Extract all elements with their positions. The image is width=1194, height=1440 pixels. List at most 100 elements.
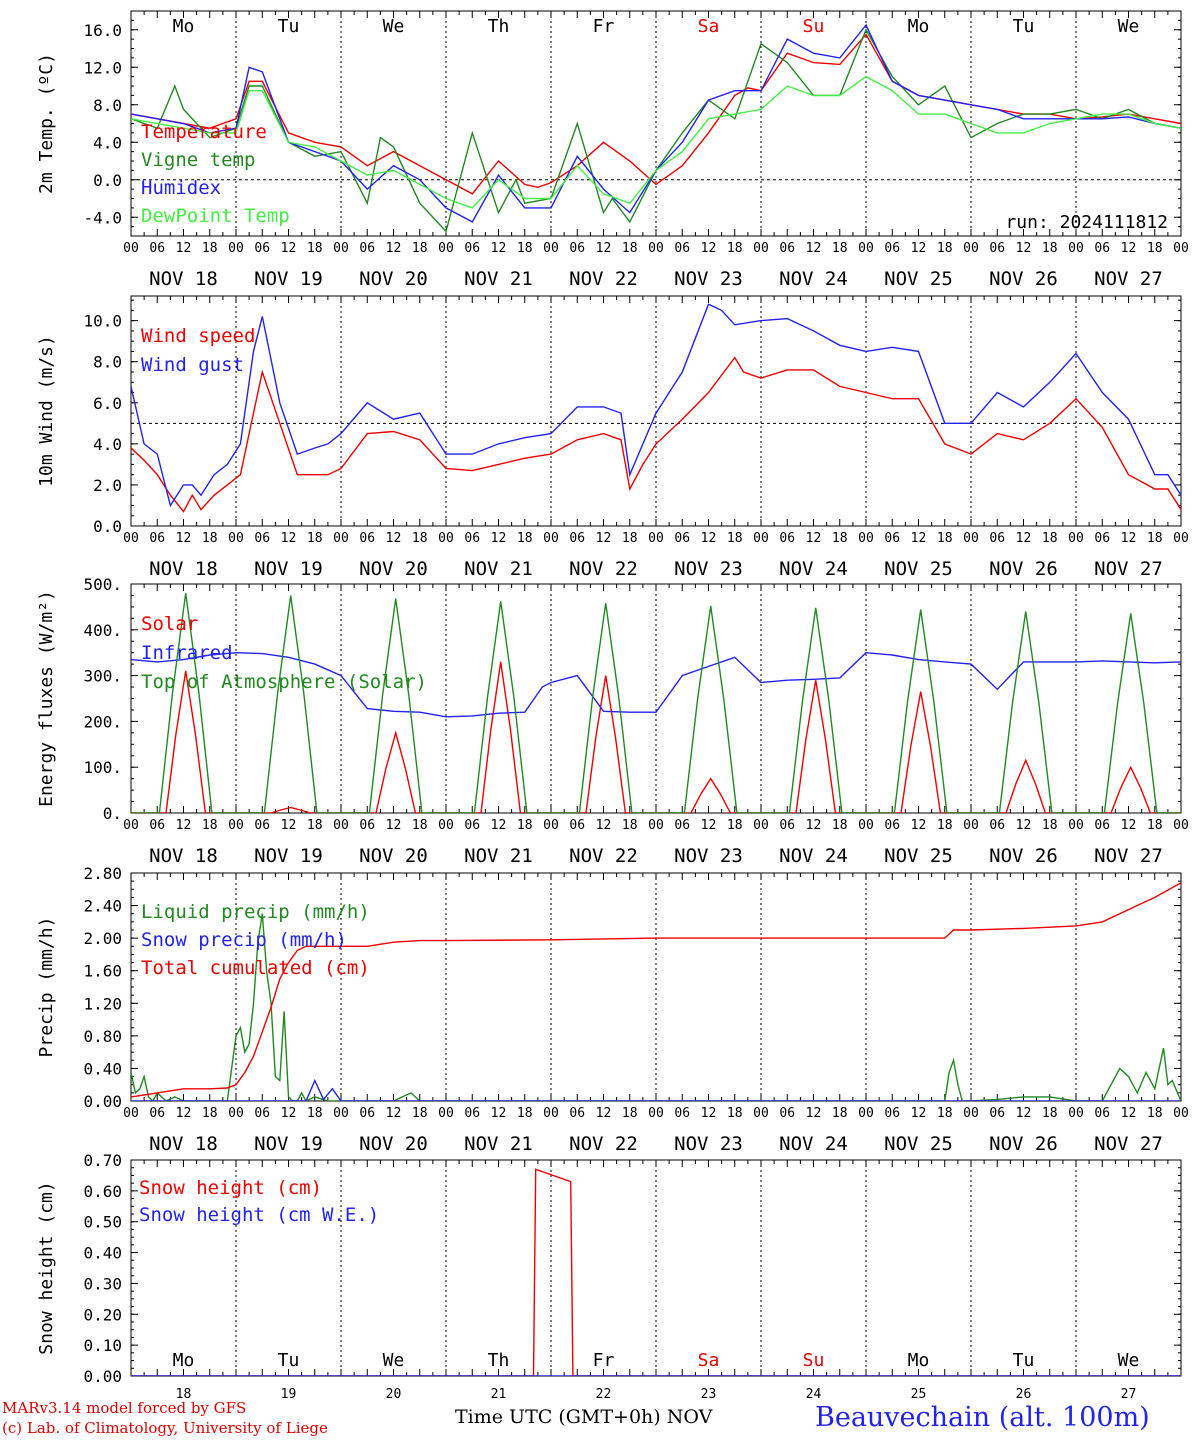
weekday-label: Mo bbox=[908, 16, 930, 37]
hour-tick-label: 18 bbox=[307, 241, 323, 256]
date-label: NOV 18 bbox=[149, 845, 218, 867]
hour-tick-label: 18 bbox=[937, 818, 953, 833]
hour-tick-label: 00 bbox=[543, 1106, 559, 1121]
hour-tick-label: 00 bbox=[648, 1106, 664, 1121]
hour-tick-label: 06 bbox=[359, 818, 375, 833]
hour-tick-label: 06 bbox=[464, 241, 480, 256]
series-line-infrared bbox=[131, 651, 1181, 718]
model-credit: MARv3.14 model forced by GFS bbox=[2, 1399, 247, 1417]
hour-tick-label: 06 bbox=[674, 531, 690, 546]
date-label: NOV 25 bbox=[884, 558, 953, 580]
hour-tick-label: 06 bbox=[989, 241, 1005, 256]
date-label: NOV 21 bbox=[464, 268, 533, 290]
hour-tick-label: 06 bbox=[779, 818, 795, 833]
hour-tick-label: 12 bbox=[176, 241, 192, 256]
hour-tick-label: 18 bbox=[307, 818, 323, 833]
legend-entry: Temperature bbox=[141, 121, 267, 143]
hour-tick-label: 12 bbox=[701, 1106, 717, 1121]
hour-tick-label: 06 bbox=[674, 818, 690, 833]
series-line-snow-precip-mm-h- bbox=[131, 1078, 1181, 1101]
date-label: NOV 22 bbox=[569, 268, 638, 290]
date-label: NOV 27 bbox=[1094, 845, 1163, 867]
hour-tick-label: 00 bbox=[963, 1106, 979, 1121]
x-axis-title: Time UTC (GMT+0h) NOV bbox=[455, 1406, 712, 1428]
hour-tick-label: 12 bbox=[176, 1106, 192, 1121]
hour-tick-label: 00 bbox=[333, 531, 349, 546]
date-label: NOV 21 bbox=[464, 1133, 533, 1155]
hour-tick-label: 18 bbox=[307, 531, 323, 546]
legend-entry: Humidex bbox=[141, 177, 221, 199]
day-number-label: 23 bbox=[701, 1387, 717, 1402]
legend-entry: Snow height (cm W.E.) bbox=[139, 1204, 379, 1226]
date-label: NOV 27 bbox=[1094, 268, 1163, 290]
series-line-solar bbox=[131, 661, 1181, 813]
y-tick-label: 400. bbox=[83, 621, 122, 640]
hour-tick-label: 00 bbox=[123, 818, 139, 833]
legend-entry: Total cumulated (cm) bbox=[141, 957, 370, 979]
panel-4: 2.80 2.40 2.00 1.60 1.20 0.80 0.40 0.00 Precip (… bbox=[36, 864, 1189, 1155]
hour-tick-label: 00 bbox=[228, 531, 244, 546]
weekday-label: Fr bbox=[593, 1350, 615, 1371]
hour-tick-label: 00 bbox=[1173, 241, 1189, 256]
hour-tick-label: 18 bbox=[832, 1106, 848, 1121]
hour-tick-label: 00 bbox=[753, 241, 769, 256]
hour-tick-label: 00 bbox=[1068, 818, 1084, 833]
y-tick-label: 8.0 bbox=[93, 353, 122, 372]
hour-tick-label: 18 bbox=[1147, 1106, 1163, 1121]
hour-tick-label: 00 bbox=[333, 818, 349, 833]
series-line-wind-speed bbox=[131, 356, 1181, 513]
date-label: NOV 26 bbox=[989, 1133, 1058, 1155]
hour-tick-label: 18 bbox=[1042, 531, 1058, 546]
hour-tick-label: 12 bbox=[701, 818, 717, 833]
location-label: Beauvechain (alt. 100m) bbox=[815, 1402, 1150, 1433]
y-tick-label: -4.0 bbox=[83, 208, 122, 227]
date-label: NOV 26 bbox=[989, 558, 1058, 580]
date-label: NOV 18 bbox=[149, 1133, 218, 1155]
hour-tick-label: 18 bbox=[202, 1106, 218, 1121]
date-label: NOV 22 bbox=[569, 1133, 638, 1155]
hour-tick-label: 12 bbox=[281, 531, 297, 546]
hour-tick-label: 06 bbox=[569, 1106, 585, 1121]
hour-tick-label: 00 bbox=[123, 241, 139, 256]
hour-tick-label: 12 bbox=[806, 1106, 822, 1121]
hour-tick-label: 00 bbox=[648, 531, 664, 546]
hour-tick-label: 12 bbox=[806, 818, 822, 833]
hour-tick-label: 12 bbox=[491, 1106, 507, 1121]
y-tick-label: 200. bbox=[83, 712, 122, 731]
hour-tick-label: 12 bbox=[176, 818, 192, 833]
date-label: NOV 20 bbox=[359, 558, 428, 580]
hour-tick-label: 06 bbox=[779, 531, 795, 546]
hour-tick-label: 06 bbox=[359, 241, 375, 256]
hour-tick-label: 18 bbox=[517, 1106, 533, 1121]
hour-tick-label: 00 bbox=[963, 241, 979, 256]
weekday-label: Mo bbox=[173, 1350, 195, 1371]
series-line-total-cumulated-cm- bbox=[131, 882, 1181, 1098]
weekday-label: Sa bbox=[698, 16, 720, 37]
hour-tick-label: 18 bbox=[937, 241, 953, 256]
hour-tick-label: 06 bbox=[674, 241, 690, 256]
date-label: NOV 18 bbox=[149, 268, 218, 290]
weekday-label: Mo bbox=[173, 16, 195, 37]
hour-tick-label: 06 bbox=[989, 1106, 1005, 1121]
hour-tick-label: 12 bbox=[281, 1106, 297, 1121]
hour-tick-label: 06 bbox=[1094, 531, 1110, 546]
date-label: NOV 20 bbox=[359, 845, 428, 867]
date-label: NOV 21 bbox=[464, 558, 533, 580]
date-label: NOV 19 bbox=[254, 845, 323, 867]
date-label: NOV 21 bbox=[464, 845, 533, 867]
hour-tick-label: 12 bbox=[806, 241, 822, 256]
hour-tick-label: 18 bbox=[412, 1106, 428, 1121]
hour-tick-label: 18 bbox=[1042, 241, 1058, 256]
hour-tick-label: 06 bbox=[254, 818, 270, 833]
hour-tick-label: 12 bbox=[911, 531, 927, 546]
day-number-label: 25 bbox=[911, 1387, 927, 1402]
series-line-snow-height-cm- bbox=[131, 1168, 1181, 1376]
date-label: NOV 23 bbox=[674, 1133, 743, 1155]
hour-tick-label: 18 bbox=[517, 531, 533, 546]
hour-tick-label: 12 bbox=[1016, 1106, 1032, 1121]
hour-tick-label: 18 bbox=[1147, 531, 1163, 546]
hour-tick-label: 00 bbox=[543, 531, 559, 546]
date-label: NOV 22 bbox=[569, 845, 638, 867]
y-tick-label: 0.10 bbox=[83, 1336, 122, 1355]
